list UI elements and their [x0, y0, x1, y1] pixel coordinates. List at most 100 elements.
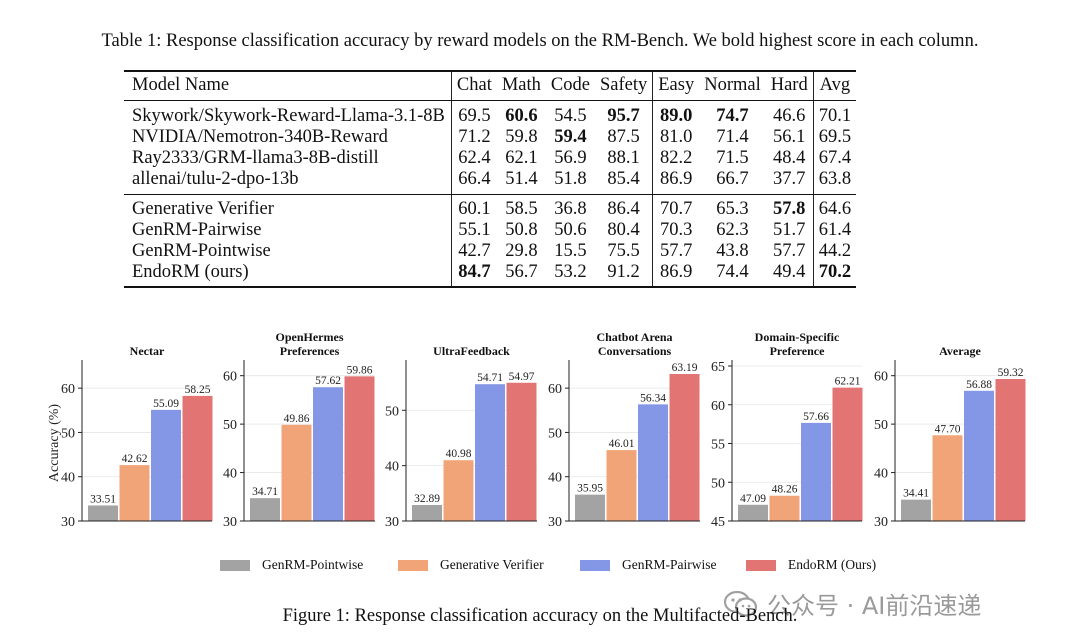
score-cell: 57.7	[660, 241, 693, 261]
table-header-row: Model Name Chat Math Code Safety Easy No…	[124, 70, 857, 101]
score-cell: 53.2	[545, 262, 595, 288]
bar	[250, 498, 280, 521]
score-cell: 57.7	[765, 241, 814, 262]
chart-title-line: UltraFeedback	[433, 344, 510, 358]
score-cell: 50.8	[505, 220, 538, 240]
score-cell: 74.7	[716, 106, 749, 126]
chart-title-line: Domain-Specific	[755, 330, 840, 344]
bar-value-label: 47.09	[740, 493, 766, 505]
score-cell: 69.5	[818, 127, 852, 147]
bar	[638, 404, 668, 521]
legend-label: GenRM-Pointwise	[262, 557, 364, 572]
score-cell: 86.4	[594, 194, 654, 220]
score-cell: 60.1	[458, 199, 491, 219]
chart-title-line: OpenHermes	[276, 330, 344, 344]
bar-value-label: 57.66	[803, 411, 829, 423]
legend-swatch	[580, 559, 610, 571]
score-cell: 48.4	[765, 148, 814, 169]
chart-title-line: Average	[939, 344, 981, 358]
bar-value-label: 59.86	[347, 364, 373, 376]
watermark-text: 公众号 · AI前沿速递	[767, 592, 982, 620]
y-tick-label: 30	[548, 515, 562, 530]
chart-legend: GenRM-Pointwise Generative Verifier GenR…	[220, 557, 900, 577]
table-header-cell: Easy	[652, 70, 700, 101]
bar	[151, 409, 181, 521]
y-tick-label: 40	[874, 467, 888, 482]
bar	[832, 387, 863, 521]
score-cell: 62.3	[716, 220, 749, 240]
score-cell: 70.3	[660, 220, 693, 240]
score-cell: 70.7	[660, 199, 693, 219]
score-cell: 88.1	[594, 148, 654, 169]
chart-title-line: Preferences	[280, 344, 340, 358]
table-row: GenRM-Pairwise 55.1 50.8 50.6 80.4 70.3 62.3 51…	[124, 220, 856, 241]
bar-value-label: 49.86	[284, 413, 310, 425]
bar	[769, 495, 800, 521]
bar-value-label: 34.41	[903, 488, 929, 500]
model-name-cell: Skywork/Skywork-Reward-Llama-3.1-8B	[124, 100, 452, 127]
score-cell: 29.8	[505, 241, 538, 261]
bar	[344, 376, 375, 521]
score-cell: 61.4	[818, 220, 852, 240]
score-cell: 36.8	[554, 199, 587, 219]
table-row: allenai/tulu-2-dpo-13b 66.4 51.4 51.8 85.4 86…	[124, 169, 857, 195]
y-tick-label: 30	[385, 515, 399, 530]
table-row: EndoRM (ours) 84.7 56.7 53.2 91.2 86.9 74.4 49.…	[124, 262, 857, 288]
bar	[669, 374, 700, 521]
bar	[182, 395, 213, 521]
score-cell: 86.9	[652, 262, 700, 288]
score-cell: 85.4	[594, 169, 654, 195]
score-cell: 84.7	[451, 262, 497, 288]
table-header-cell: Hard	[765, 70, 814, 101]
bar-value-label: 47.70	[935, 423, 961, 435]
legend-swatch	[746, 559, 776, 571]
score-cell: 66.4	[451, 169, 497, 195]
bar	[313, 387, 343, 521]
chart-title-line: Preference	[770, 344, 826, 358]
legend-item: GenRM-Pointwise	[220, 557, 363, 573]
score-cell: 57.8	[765, 194, 814, 220]
score-cell: 95.7	[594, 100, 654, 127]
y-tick-label: 50	[548, 426, 562, 441]
table-header-cell: Normal	[699, 70, 766, 101]
bar-value-label: 46.01	[609, 438, 635, 450]
score-cell: 49.4	[765, 262, 814, 288]
score-cell: 58.5	[505, 199, 538, 219]
score-cell: 67.4	[818, 148, 852, 168]
score-cell: 63.8	[813, 169, 857, 195]
y-tick-label: 45	[711, 515, 725, 530]
legend-label: Generative Verifier	[440, 557, 544, 572]
bar-value-label: 57.62	[315, 375, 341, 387]
y-tick-label: 40	[223, 467, 237, 482]
y-tick-label: 65	[711, 360, 725, 375]
score-cell: 44.2	[818, 241, 852, 261]
table-header-cell: Model Name	[124, 70, 452, 101]
bar-value-label: 35.95	[577, 483, 603, 495]
score-cell: 62.4	[458, 148, 491, 168]
legend-item: GenRM-Pairwise	[580, 557, 717, 573]
chart-title-line: Nectar	[130, 344, 165, 358]
bar-value-label: 54.97	[509, 371, 535, 383]
score-cell: 71.4	[716, 127, 749, 147]
table-header-cell: Code	[545, 70, 595, 101]
bar-value-label: 59.32	[998, 367, 1024, 379]
y-tick-label: 30	[874, 515, 888, 530]
model-name-cell: allenai/tulu-2-dpo-13b	[124, 169, 452, 195]
chart-title-line: Chatbot Arena	[596, 330, 672, 344]
y-tick-label: 50	[223, 418, 237, 433]
score-cell: 86.9	[652, 169, 700, 195]
score-cell: 56.7	[496, 262, 546, 288]
score-cell: 51.7	[765, 220, 814, 241]
score-cell: 64.6	[818, 199, 852, 219]
model-name-cell: Ray2333/GRM-llama3-8B-distill	[124, 148, 452, 169]
bar	[443, 460, 474, 521]
bar-value-label: 62.21	[835, 376, 861, 388]
score-cell: 43.8	[716, 241, 749, 261]
bar	[738, 504, 768, 521]
score-cell: 54.5	[554, 106, 587, 126]
table-caption: Table 1: Response classification accurac…	[101, 31, 979, 51]
score-cell: 80.4	[594, 220, 654, 241]
y-tick-label: 55	[711, 438, 725, 453]
bar-value-label: 48.26	[772, 484, 798, 496]
bar-value-label: 56.88	[966, 379, 992, 391]
